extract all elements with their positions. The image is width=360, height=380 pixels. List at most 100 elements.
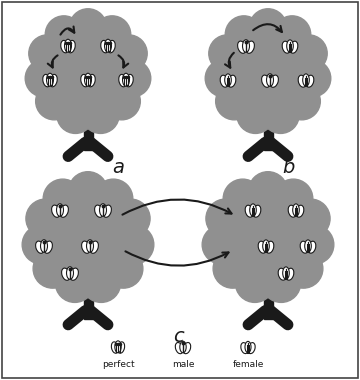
Circle shape bbox=[45, 198, 82, 235]
Ellipse shape bbox=[82, 241, 90, 253]
Ellipse shape bbox=[278, 268, 286, 280]
Ellipse shape bbox=[99, 204, 107, 216]
FancyBboxPatch shape bbox=[84, 116, 93, 150]
Ellipse shape bbox=[86, 240, 94, 252]
Ellipse shape bbox=[57, 204, 63, 216]
Ellipse shape bbox=[36, 241, 44, 253]
Circle shape bbox=[82, 96, 119, 133]
Circle shape bbox=[42, 68, 77, 102]
Circle shape bbox=[281, 50, 316, 85]
Ellipse shape bbox=[287, 40, 293, 52]
Circle shape bbox=[82, 263, 121, 302]
Circle shape bbox=[284, 249, 323, 288]
Ellipse shape bbox=[61, 40, 68, 53]
Text: b: b bbox=[282, 158, 294, 177]
Ellipse shape bbox=[296, 205, 304, 217]
Ellipse shape bbox=[67, 267, 73, 279]
Circle shape bbox=[251, 86, 285, 120]
Circle shape bbox=[259, 188, 295, 225]
Ellipse shape bbox=[122, 73, 130, 86]
Text: male: male bbox=[172, 360, 194, 369]
Ellipse shape bbox=[305, 240, 311, 252]
Ellipse shape bbox=[95, 205, 103, 217]
Circle shape bbox=[215, 185, 321, 291]
Circle shape bbox=[259, 25, 294, 60]
Circle shape bbox=[102, 215, 138, 252]
Circle shape bbox=[71, 86, 105, 120]
Circle shape bbox=[33, 249, 72, 288]
Circle shape bbox=[205, 60, 242, 97]
Ellipse shape bbox=[258, 241, 266, 253]
Ellipse shape bbox=[220, 75, 228, 87]
Ellipse shape bbox=[293, 204, 299, 216]
Circle shape bbox=[218, 215, 254, 252]
Circle shape bbox=[29, 35, 66, 72]
Ellipse shape bbox=[126, 74, 133, 87]
Circle shape bbox=[94, 198, 131, 235]
Circle shape bbox=[68, 172, 108, 211]
Circle shape bbox=[111, 199, 150, 238]
Ellipse shape bbox=[60, 205, 68, 217]
Ellipse shape bbox=[308, 241, 316, 253]
Ellipse shape bbox=[225, 74, 231, 86]
Circle shape bbox=[209, 35, 246, 72]
Ellipse shape bbox=[81, 74, 89, 87]
Ellipse shape bbox=[101, 40, 108, 53]
Circle shape bbox=[202, 225, 241, 264]
Ellipse shape bbox=[103, 205, 111, 217]
Ellipse shape bbox=[243, 40, 249, 52]
FancyBboxPatch shape bbox=[84, 284, 93, 319]
Circle shape bbox=[36, 82, 73, 120]
Ellipse shape bbox=[180, 341, 186, 353]
Circle shape bbox=[225, 16, 262, 53]
Ellipse shape bbox=[288, 205, 296, 217]
Circle shape bbox=[104, 249, 143, 288]
Circle shape bbox=[110, 35, 147, 72]
Circle shape bbox=[232, 247, 269, 283]
Circle shape bbox=[38, 215, 74, 252]
Circle shape bbox=[279, 233, 316, 270]
Circle shape bbox=[40, 233, 77, 270]
Circle shape bbox=[220, 50, 255, 85]
Circle shape bbox=[79, 25, 114, 60]
Ellipse shape bbox=[67, 40, 75, 53]
Ellipse shape bbox=[290, 41, 298, 53]
Circle shape bbox=[43, 179, 82, 218]
Ellipse shape bbox=[238, 41, 246, 53]
Circle shape bbox=[249, 9, 287, 46]
Ellipse shape bbox=[44, 241, 53, 253]
Ellipse shape bbox=[90, 241, 98, 253]
Ellipse shape bbox=[241, 343, 248, 354]
Circle shape bbox=[115, 225, 154, 264]
Ellipse shape bbox=[117, 342, 125, 353]
Circle shape bbox=[294, 60, 331, 97]
Circle shape bbox=[282, 215, 318, 252]
Circle shape bbox=[35, 185, 141, 291]
Circle shape bbox=[295, 225, 334, 264]
Circle shape bbox=[99, 233, 136, 270]
Ellipse shape bbox=[104, 39, 112, 52]
Ellipse shape bbox=[51, 205, 60, 217]
Ellipse shape bbox=[70, 268, 78, 280]
Ellipse shape bbox=[245, 341, 251, 353]
Circle shape bbox=[55, 263, 94, 302]
Ellipse shape bbox=[119, 74, 126, 87]
Circle shape bbox=[213, 249, 252, 288]
Ellipse shape bbox=[262, 75, 270, 87]
Circle shape bbox=[274, 198, 311, 235]
Circle shape bbox=[37, 21, 139, 123]
Circle shape bbox=[237, 96, 274, 133]
Circle shape bbox=[274, 179, 313, 218]
Circle shape bbox=[262, 96, 299, 133]
Ellipse shape bbox=[246, 41, 255, 53]
Circle shape bbox=[94, 179, 133, 218]
Circle shape bbox=[69, 9, 107, 46]
Ellipse shape bbox=[111, 342, 118, 353]
Text: female: female bbox=[232, 360, 264, 369]
Circle shape bbox=[235, 263, 274, 302]
Circle shape bbox=[267, 81, 302, 116]
Circle shape bbox=[240, 188, 277, 225]
FancyBboxPatch shape bbox=[264, 116, 273, 150]
Ellipse shape bbox=[286, 268, 294, 280]
Circle shape bbox=[250, 252, 286, 289]
